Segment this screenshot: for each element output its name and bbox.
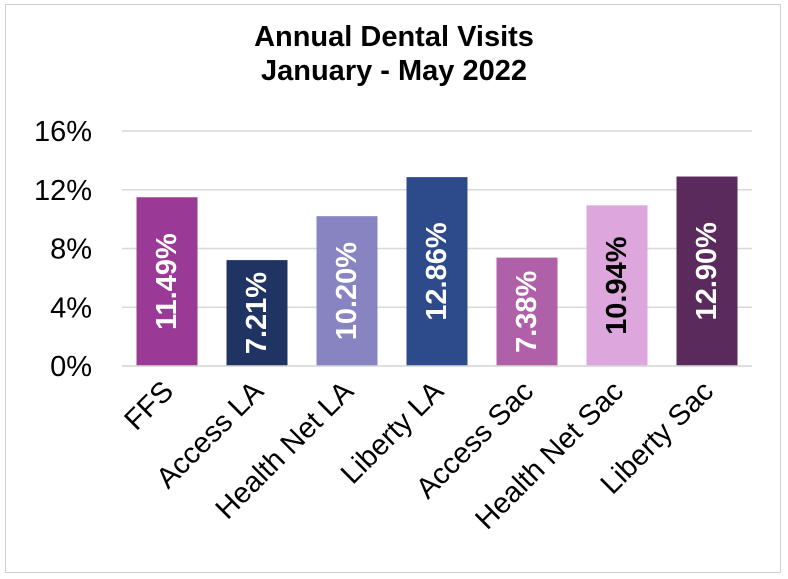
data-label: 10.20% — [331, 242, 363, 341]
data-label: 7.38% — [511, 270, 543, 352]
y-tick-label: 12% — [34, 175, 92, 207]
bar — [406, 177, 468, 366]
y-tick-label: 4% — [50, 292, 92, 324]
data-label: 10.94% — [601, 236, 633, 335]
y-tick-label: 0% — [50, 351, 92, 383]
data-label: 12.86% — [421, 222, 453, 321]
chart-title: Annual Dental Visits January - May 2022 — [0, 20, 788, 88]
category-label: FFS — [119, 375, 180, 436]
data-label: 7.21% — [241, 272, 273, 354]
y-tick-label: 8% — [50, 234, 92, 266]
bar — [676, 176, 738, 366]
bar — [316, 216, 378, 366]
bar — [226, 260, 288, 366]
bar — [586, 205, 648, 366]
data-label: 12.90% — [691, 222, 723, 321]
bar — [136, 197, 198, 366]
y-tick-label: 16% — [34, 116, 92, 148]
chart-title-line2: January - May 2022 — [261, 55, 527, 87]
data-label: 11.49% — [151, 233, 183, 330]
chart-frame — [5, 4, 781, 573]
bar — [496, 257, 558, 366]
chart-title-line1: Annual Dental Visits — [254, 21, 534, 53]
